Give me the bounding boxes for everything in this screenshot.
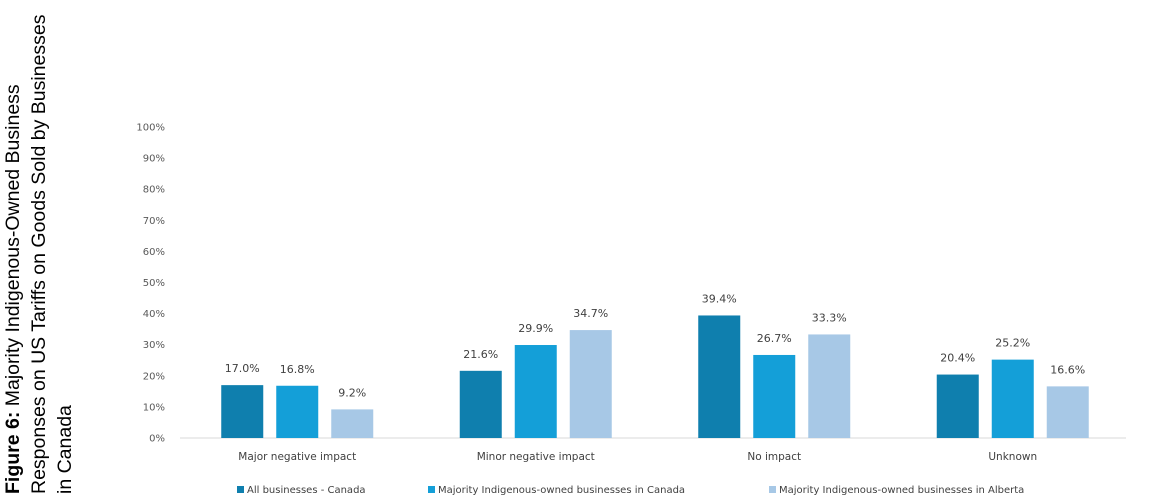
legend-label: Majority Indigenous-owned businesses in …	[779, 485, 1024, 496]
legend-swatch	[769, 486, 776, 493]
x-tick-label: Minor negative impact	[477, 451, 595, 463]
bar	[569, 330, 612, 438]
x-tick-label: Unknown	[988, 451, 1037, 463]
legend-label: Majority Indigenous-owned businesses in …	[438, 485, 685, 496]
y-tick-label: 50%	[143, 278, 165, 289]
value-labels: 17.0% 16.8% 9.2% 21.6% 29.9% 34.7% 39.4% 26.7% 3…	[225, 292, 1085, 399]
y-tick-label: 60%	[143, 247, 165, 258]
y-tick-label: 100%	[136, 123, 165, 134]
bar	[698, 315, 741, 438]
data-label: 16.8%	[280, 363, 315, 376]
legend-swatch	[428, 486, 435, 493]
bar	[221, 385, 264, 438]
y-tick-label: 20%	[143, 371, 165, 382]
bar	[991, 359, 1034, 438]
bar	[936, 374, 979, 438]
bar	[276, 385, 319, 438]
y-tick-label: 10%	[143, 402, 165, 413]
data-label: 9.2%	[338, 386, 366, 399]
data-label: 33.3%	[812, 311, 847, 324]
bar	[459, 370, 502, 438]
y-tick-label: 30%	[143, 340, 165, 351]
bar	[753, 354, 796, 438]
y-tick-label: 70%	[143, 216, 165, 227]
legend-swatch	[237, 486, 244, 493]
x-tick-label: No impact	[747, 451, 801, 463]
y-tick-label: 90%	[143, 154, 165, 165]
data-label: 20.4%	[940, 352, 975, 365]
y-axis: 0% 10% 20% 30% 40% 50% 60% 70% 80% 90% 100%	[136, 123, 165, 445]
data-label: 17.0%	[225, 362, 260, 375]
y-tick-label: 0%	[149, 434, 165, 445]
legend-label: All businesses - Canada	[247, 485, 366, 496]
data-label: 25.2%	[995, 337, 1030, 350]
x-axis: Major negative impact Minor negative impa…	[238, 451, 1037, 463]
bars	[221, 315, 1089, 438]
y-tick-label: 40%	[143, 309, 165, 320]
y-tick-label: 80%	[143, 185, 165, 196]
bar	[1046, 386, 1089, 438]
x-tick-label: Major negative impact	[238, 451, 356, 463]
bar	[514, 345, 557, 438]
data-label: 16.6%	[1050, 363, 1085, 376]
data-label: 26.7%	[757, 332, 792, 345]
data-label: 34.7%	[573, 307, 608, 320]
data-label: 21.6%	[463, 348, 498, 361]
bar	[331, 409, 374, 438]
legend: All businesses - Canada Majority Indigeno…	[237, 485, 1024, 496]
data-label: 29.9%	[518, 322, 553, 335]
bar	[808, 334, 851, 438]
data-label: 39.4%	[702, 292, 737, 305]
